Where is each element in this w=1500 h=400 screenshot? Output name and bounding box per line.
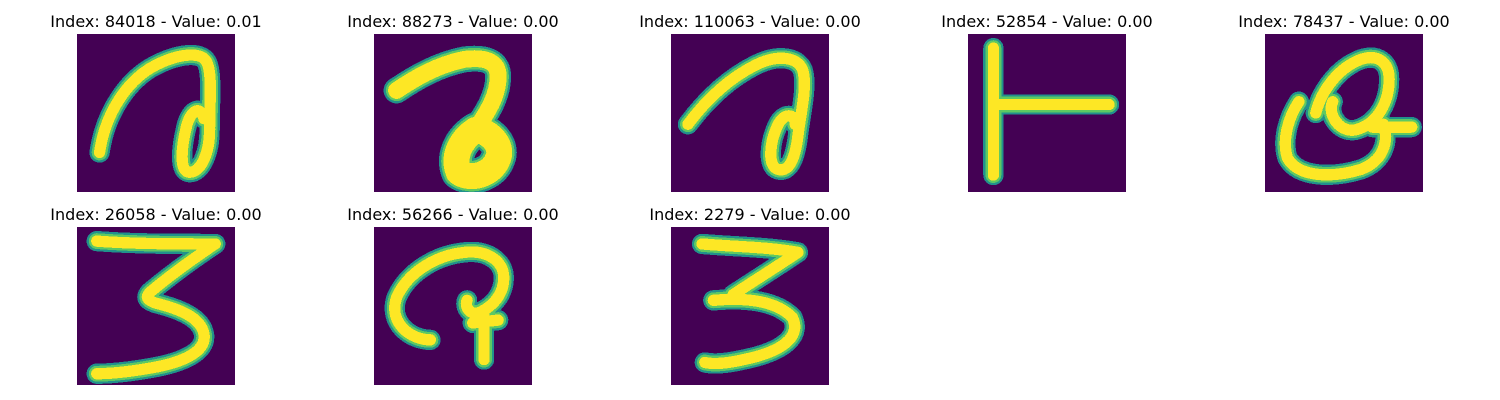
sample-4-image: [968, 34, 1126, 192]
sample-6: Index: 26058 - Value: 0.00: [50, 205, 262, 385]
sample-8-title: Index: 2279 - Value: 0.00: [649, 205, 851, 224]
sample-7-image: [374, 227, 532, 385]
sample-3: Index: 110063 - Value: 0.00: [639, 12, 861, 192]
sample-3-image: [671, 34, 829, 192]
sample-5: Index: 78437 - Value: 0.00: [1238, 12, 1450, 192]
digit-stroke-layer: [91, 235, 221, 380]
digit-stroke-layer: [987, 42, 1115, 181]
sample-2-title: Index: 88273 - Value: 0.00: [347, 12, 559, 31]
sample-4-title: Index: 52854 - Value: 0.00: [941, 12, 1153, 31]
sample-5-image: [1265, 34, 1423, 192]
digit-stroke-layer: [696, 238, 804, 370]
digit-stroke-layer: [388, 50, 513, 189]
sample-1-image: [77, 34, 235, 192]
sample-4: Index: 52854 - Value: 0.00: [941, 12, 1153, 192]
sample-2-image: [374, 34, 532, 192]
sample-2: Index: 88273 - Value: 0.00: [347, 12, 559, 192]
sample-6-image: [77, 227, 235, 385]
sample-1: Index: 84018 - Value: 0.01: [50, 12, 262, 192]
sample-7: Index: 56266 - Value: 0.00: [347, 205, 559, 385]
sample-3-title: Index: 110063 - Value: 0.00: [639, 12, 861, 31]
sample-8-image: [671, 227, 829, 385]
sample-1-title: Index: 84018 - Value: 0.01: [50, 12, 262, 31]
digit-stroke-layer: [93, 49, 216, 178]
digit-stroke-layer: [389, 246, 510, 366]
sample-5-title: Index: 78437 - Value: 0.00: [1238, 12, 1450, 31]
digit-stroke-layer: [682, 52, 810, 176]
sample-8: Index: 2279 - Value: 0.00: [649, 205, 851, 385]
sample-7-title: Index: 56266 - Value: 0.00: [347, 205, 559, 224]
sample-6-title: Index: 26058 - Value: 0.00: [50, 205, 262, 224]
digit-stroke-layer: [1279, 52, 1418, 181]
